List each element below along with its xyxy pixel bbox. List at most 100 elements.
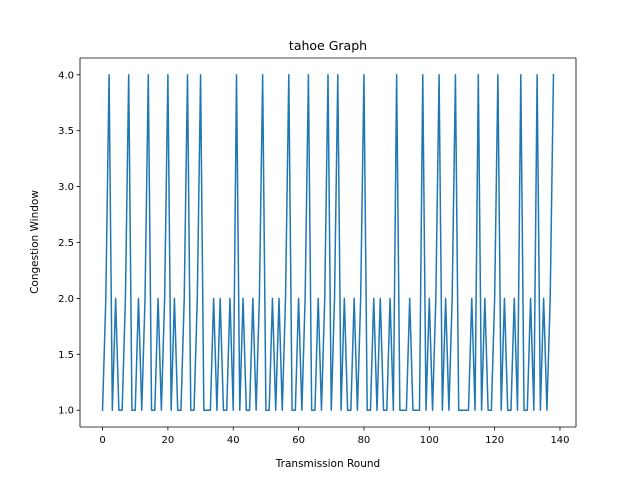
data-point xyxy=(419,410,420,411)
data-point xyxy=(550,298,551,299)
data-point xyxy=(468,410,469,411)
data-point xyxy=(494,298,495,299)
data-point xyxy=(118,410,119,411)
data-point xyxy=(501,410,502,411)
data-point xyxy=(321,410,322,411)
data-point xyxy=(128,74,129,75)
y-tick-label: 1.5 xyxy=(58,350,74,361)
data-point xyxy=(249,410,250,411)
data-point xyxy=(442,410,443,411)
data-point xyxy=(370,410,371,411)
y-tick-label: 3.0 xyxy=(58,182,74,193)
data-point xyxy=(344,298,345,299)
data-point xyxy=(262,74,263,75)
data-point xyxy=(305,298,306,299)
data-point xyxy=(514,298,515,299)
x-tick-label: 0 xyxy=(99,435,105,446)
data-point xyxy=(533,410,534,411)
data-point xyxy=(141,410,142,411)
x-tick-label: 40 xyxy=(227,435,240,446)
data-point xyxy=(497,74,498,75)
data-point xyxy=(478,74,479,75)
data-point xyxy=(203,410,204,411)
data-point xyxy=(174,298,175,299)
data-point xyxy=(102,410,103,411)
data-point xyxy=(520,74,521,75)
data-point xyxy=(350,410,351,411)
data-point xyxy=(184,298,185,299)
data-point xyxy=(429,298,430,299)
data-point xyxy=(455,74,456,75)
y-tick-label: 1.0 xyxy=(58,406,74,417)
data-point xyxy=(291,410,292,411)
data-point xyxy=(340,410,341,411)
data-point xyxy=(200,74,201,75)
data-point xyxy=(553,74,554,75)
data-point xyxy=(540,410,541,411)
data-point xyxy=(403,410,404,411)
data-point xyxy=(164,298,165,299)
data-point xyxy=(157,298,158,299)
data-point xyxy=(537,74,538,75)
x-tick-label: 120 xyxy=(485,435,504,446)
data-point xyxy=(223,410,224,411)
data-point xyxy=(131,410,132,411)
data-point xyxy=(393,410,394,411)
data-point xyxy=(546,410,547,411)
y-tick-label: 2.5 xyxy=(58,238,74,249)
data-point xyxy=(438,74,439,75)
data-point xyxy=(151,410,152,411)
data-point xyxy=(265,410,266,411)
series-line-0 xyxy=(101,74,555,412)
data-point xyxy=(278,298,279,299)
data-point xyxy=(115,298,116,299)
data-point xyxy=(272,298,273,299)
ticks-layer: 0 20 40 60 80 100 120 140 1.0 1.5 2.0 2.5 3.0 3.5 4.0 xyxy=(58,70,569,446)
data-point xyxy=(252,298,253,299)
data-point xyxy=(458,410,459,411)
data-point xyxy=(347,410,348,411)
data-point xyxy=(125,298,126,299)
data-point xyxy=(187,74,188,75)
data-point xyxy=(197,298,198,299)
data-point xyxy=(448,410,449,411)
y-axis-label: Congestion Window xyxy=(29,190,41,294)
data-point xyxy=(226,410,227,411)
data-point xyxy=(167,74,168,75)
x-tick-label: 80 xyxy=(358,435,371,446)
data-point xyxy=(295,410,296,411)
data-point xyxy=(409,298,410,299)
data-point xyxy=(406,410,407,411)
y-tick-label: 4.0 xyxy=(58,70,74,81)
data-point xyxy=(207,410,208,411)
series-layer xyxy=(101,74,555,412)
data-point xyxy=(108,74,109,75)
data-point xyxy=(474,410,475,411)
data-point xyxy=(193,410,194,411)
data-point xyxy=(229,298,230,299)
data-point xyxy=(298,298,299,299)
data-point xyxy=(324,298,325,299)
data-point xyxy=(386,410,387,411)
data-point xyxy=(311,410,312,411)
data-point xyxy=(331,410,332,411)
data-point xyxy=(396,74,397,75)
data-point xyxy=(383,410,384,411)
y-tick-label: 2.0 xyxy=(58,294,74,305)
data-point xyxy=(220,298,221,299)
data-point xyxy=(259,298,260,299)
data-point xyxy=(373,298,374,299)
data-point xyxy=(380,298,381,299)
data-point xyxy=(112,410,113,411)
data-point xyxy=(334,298,335,299)
x-axis-label: Transmission Round xyxy=(275,458,380,470)
data-point xyxy=(452,298,453,299)
x-tick-label: 140 xyxy=(550,435,569,446)
x-tick-label: 20 xyxy=(162,435,175,446)
data-point xyxy=(180,410,181,411)
data-point xyxy=(543,298,544,299)
data-point xyxy=(432,410,433,411)
chart-title: tahoe Graph xyxy=(289,38,367,53)
data-point xyxy=(242,298,243,299)
data-point xyxy=(269,410,270,411)
